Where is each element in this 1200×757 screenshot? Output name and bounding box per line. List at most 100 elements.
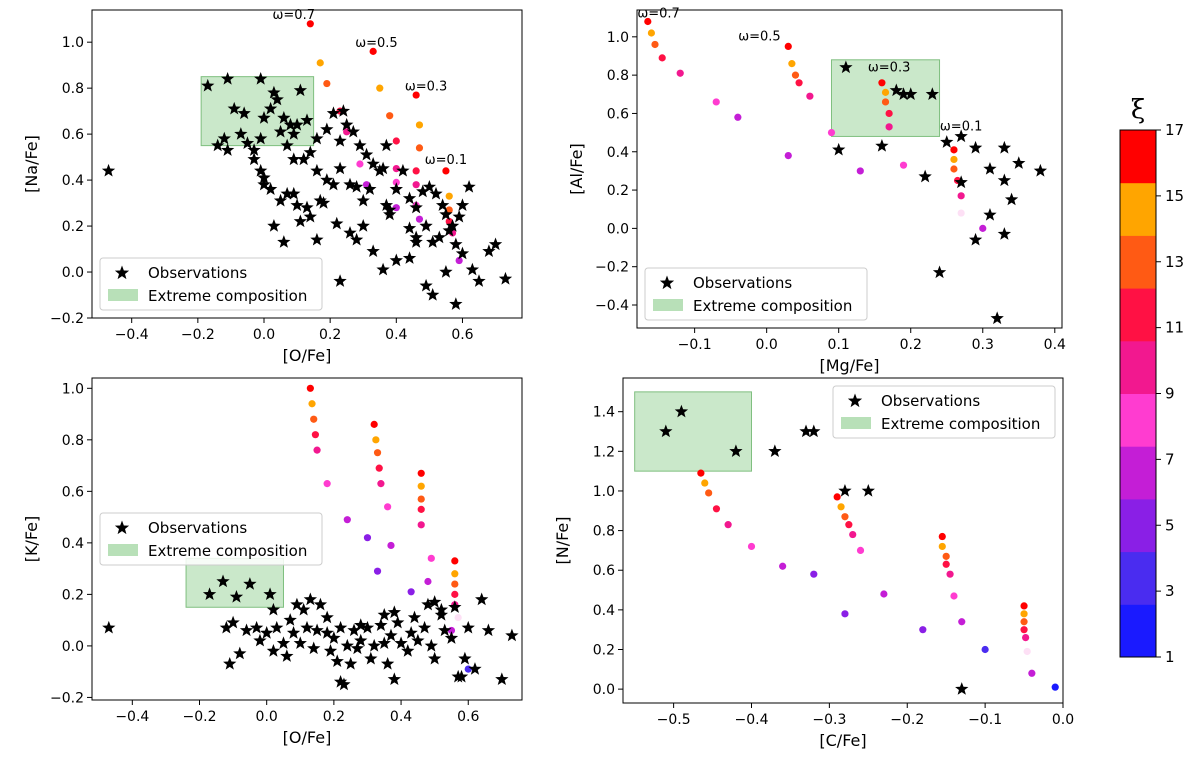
observation-star (310, 163, 324, 177)
observation-star (217, 131, 231, 145)
colorbar-tick-label: 15 (1165, 187, 1184, 205)
y-tick-label: −0.2 (50, 690, 84, 706)
model-point (412, 91, 420, 99)
observation-star (465, 262, 480, 276)
model-point (417, 495, 425, 503)
observation-star (247, 143, 261, 156)
model-point (784, 151, 792, 160)
model-point (837, 503, 845, 511)
x-tick-label: −0.4 (734, 712, 768, 728)
observation-star (389, 182, 403, 195)
observation-star (293, 83, 308, 97)
observation-star (411, 633, 425, 647)
omega-track-1 (370, 420, 395, 575)
colorbar-tick-label: 1 (1165, 648, 1175, 666)
model-point (451, 570, 459, 578)
observation-star (300, 620, 314, 634)
observation-star (997, 173, 1012, 187)
observation-star (327, 631, 341, 644)
model-point (880, 590, 888, 598)
legend-extreme-label: Extreme composition (148, 287, 307, 305)
omega-track-3 (981, 602, 1059, 691)
observation-star (101, 163, 116, 177)
observation-star (333, 134, 347, 147)
observation-star (384, 628, 398, 642)
observation-star (333, 274, 347, 287)
observation-star (832, 142, 846, 156)
observation-star (330, 216, 344, 230)
observation-star (402, 191, 417, 205)
model-point (376, 84, 384, 92)
y-tick-label: 1.0 (593, 484, 615, 500)
y-tick-label: 0.2 (62, 587, 84, 603)
y-tick-label: 0.0 (62, 265, 84, 281)
extreme-composition-box (634, 391, 752, 472)
model-point (417, 505, 425, 513)
model-point (795, 79, 803, 87)
observation-star (674, 404, 689, 418)
model-point (464, 665, 472, 673)
y-tick-label: 0.4 (62, 536, 84, 552)
x-tick-label: −0.5 (657, 712, 691, 728)
model-point (424, 577, 432, 586)
x-tick-label: 0.0 (253, 327, 275, 343)
observation-star (307, 641, 321, 655)
observation-star (266, 602, 281, 616)
observation-star (277, 235, 291, 248)
x-tick-label: 0.2 (319, 327, 341, 343)
model-point (712, 505, 721, 513)
x-tick-label: −0.2 (181, 327, 215, 343)
observation-star (383, 202, 397, 216)
observation-star (445, 219, 460, 232)
observation-star (434, 602, 449, 616)
legend-box-swatch (108, 289, 138, 301)
model-point (451, 580, 459, 588)
observation-star (983, 162, 997, 175)
observation-star (458, 651, 472, 665)
observation-star (997, 140, 1012, 154)
model-point (1023, 647, 1031, 656)
model-point (417, 469, 425, 477)
legend-extreme-label: Extreme composition (148, 542, 307, 560)
observation-star (326, 106, 341, 120)
colorbar-band (1120, 130, 1156, 184)
model-point (957, 209, 965, 217)
observation-star (402, 251, 417, 264)
observation-star (344, 656, 358, 670)
observation-star (343, 177, 357, 191)
model-point (454, 613, 462, 622)
observation-star (349, 232, 364, 246)
legend-box-swatch (653, 299, 683, 311)
observation-star (333, 620, 348, 634)
y-tick-label: 1.0 (607, 30, 629, 46)
observation-star (439, 207, 453, 221)
observation-star (333, 161, 347, 175)
observation-star (454, 669, 469, 683)
model-point (323, 480, 331, 488)
observation-star (498, 271, 513, 285)
model-point (950, 165, 958, 173)
omega-label: ω=0.5 (738, 30, 780, 45)
observation-star (260, 626, 274, 639)
model-point (445, 192, 453, 200)
legend-box (832, 385, 1056, 439)
colorbar-band (1120, 235, 1156, 289)
observation-star (387, 605, 401, 619)
model-point (384, 503, 392, 511)
model-point (451, 590, 459, 598)
observation-star (254, 71, 268, 85)
observation-star (320, 626, 334, 639)
observation-star (376, 161, 390, 175)
observation-star (383, 207, 397, 221)
panel-na: ω=0.7 ω=0.5 ω=0.3 ω=0.1 −0.4 −0.2 0.0 0.2 0.4 0.6… (22, 8, 523, 365)
model-point (878, 79, 886, 87)
observation-star (495, 672, 509, 686)
y-tick-label: 0.4 (593, 603, 615, 619)
observation-star (287, 127, 301, 140)
observation-star (505, 628, 519, 642)
x-tick-label: 0.2 (900, 337, 922, 353)
x-tick-label: −0.2 (890, 712, 924, 728)
model-point (370, 420, 378, 428)
x-tick-label: 0.1 (828, 337, 850, 353)
colorbar-title: ξ (1131, 95, 1145, 125)
